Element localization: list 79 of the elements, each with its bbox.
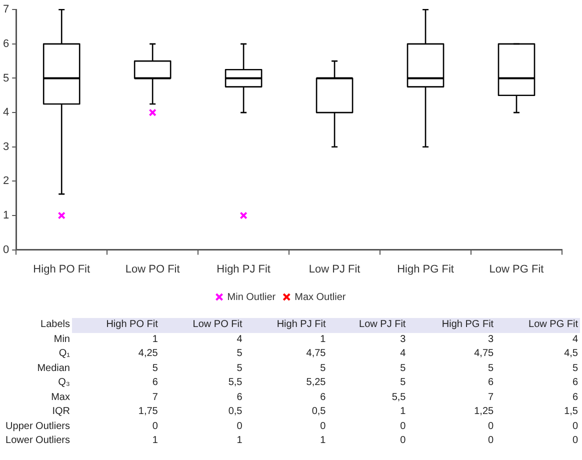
text: 6 xyxy=(572,392,578,402)
text: 0 xyxy=(400,420,406,432)
text: Labels xyxy=(40,318,71,332)
text: 1,25 xyxy=(474,406,494,417)
text: 0 xyxy=(152,420,158,432)
y-tick-label: 7 xyxy=(2,4,10,16)
category-label: Median xyxy=(37,362,70,374)
text: 6 xyxy=(152,377,158,388)
text: 0 xyxy=(320,420,326,432)
category-label: Max xyxy=(51,392,70,402)
text: 0 xyxy=(400,435,406,446)
y-tick-label: 2 xyxy=(2,175,10,188)
category-label: Lower Outliers xyxy=(6,435,70,446)
category-label: Low PO Fit xyxy=(160,318,244,332)
text: 5,5 xyxy=(392,392,406,402)
text: 7 xyxy=(152,392,158,402)
category-label: Min xyxy=(54,334,70,344)
text: 0,5 xyxy=(228,406,242,417)
text: 4,75 xyxy=(306,348,326,359)
legend-label: Min Outlier xyxy=(227,292,276,303)
category-label: Low PG Fit xyxy=(496,318,580,332)
x-tick-label: High PG Fit xyxy=(397,263,454,276)
x-tick-label: High PJ Fit xyxy=(216,263,270,276)
text: 1 xyxy=(320,435,326,446)
text: 1 xyxy=(400,406,406,417)
y-tick-label: 0 xyxy=(2,244,10,256)
text: 4 xyxy=(400,348,406,359)
text: 6 xyxy=(572,377,578,388)
text: 6 xyxy=(236,392,242,402)
category-label: IQR xyxy=(52,406,70,417)
x-tick-label: High PO Fit xyxy=(33,263,90,276)
category-label: High PO Fit xyxy=(72,318,160,332)
text: 0 xyxy=(572,420,578,432)
category-label: High PG Fit xyxy=(408,318,496,332)
text: 5,25 xyxy=(306,377,326,388)
text: 5 xyxy=(320,362,326,374)
text: 1 xyxy=(152,435,158,446)
y-tick-label: 3 xyxy=(2,140,10,153)
x-tick-label: Low PG Fit xyxy=(489,263,544,276)
category-label: Q₃ xyxy=(58,377,70,388)
text: 5 xyxy=(400,377,406,388)
text: 5 xyxy=(400,362,406,374)
text: 7 xyxy=(488,392,494,402)
text: 3 xyxy=(488,334,494,344)
x-tick-label: Low PJ Fit xyxy=(308,263,360,276)
text: 6 xyxy=(320,392,326,402)
category-label: Q₁ xyxy=(58,348,70,359)
text: 5 xyxy=(236,348,242,359)
text: 0 xyxy=(488,420,494,432)
category-label: Upper Outliers xyxy=(6,420,70,432)
text: 0,5 xyxy=(312,406,326,417)
text: 5 xyxy=(572,362,578,374)
text: 1 xyxy=(152,334,158,344)
text: 5,5 xyxy=(228,377,242,388)
legend-label: Max Outlier xyxy=(294,292,346,303)
text: 0 xyxy=(488,435,494,446)
text: 3 xyxy=(400,334,406,344)
text: 4,25 xyxy=(138,348,158,359)
text: 6 xyxy=(488,377,494,388)
text: 1,5 xyxy=(564,406,578,417)
text: 0 xyxy=(236,420,242,432)
x-tick-label: Low PO Fit xyxy=(125,263,180,276)
text: 4,5 xyxy=(564,348,578,359)
y-tick-label: 5 xyxy=(2,72,10,84)
category-label: Low PJ Fit xyxy=(328,318,408,332)
text: 5 xyxy=(488,362,494,374)
text: 1 xyxy=(236,435,242,446)
text: 4,75 xyxy=(474,348,494,359)
text: 4 xyxy=(236,334,242,344)
text: 5 xyxy=(152,362,158,374)
y-tick-label: 6 xyxy=(2,38,10,50)
text: 5 xyxy=(236,362,242,374)
text: 1 xyxy=(320,334,326,344)
text: 4 xyxy=(572,334,578,344)
category-label: High PJ Fit xyxy=(244,318,328,332)
y-tick-label: 4 xyxy=(2,106,10,119)
text: 1,75 xyxy=(138,406,158,417)
text: 0 xyxy=(572,435,578,446)
y-tick-label: 1 xyxy=(2,210,10,222)
